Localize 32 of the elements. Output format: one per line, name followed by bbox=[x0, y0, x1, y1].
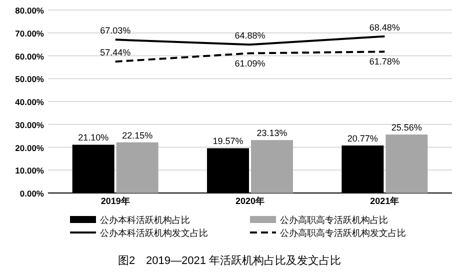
text: 图2 2019—2021 年活跃机构占比及发文占比 bbox=[118, 254, 342, 267]
data-label: 23.13% bbox=[256, 128, 288, 138]
y-tick-label: 30.00% bbox=[15, 120, 44, 130]
data-label: 64.88% bbox=[234, 30, 266, 41]
data-label: 20.77% bbox=[347, 133, 378, 144]
y-tick-label: 70.00% bbox=[15, 28, 44, 38]
y-tick-label: 80.00% bbox=[15, 6, 44, 16]
data-label: 25.56% bbox=[391, 122, 422, 133]
y-tick-label: 10.00% bbox=[15, 166, 44, 176]
bar bbox=[251, 140, 293, 193]
x-tick-label: 2019年 bbox=[100, 196, 130, 206]
y-tick-label: 60.00% bbox=[15, 51, 44, 62]
data-label: 57.44% bbox=[100, 48, 131, 58]
x-tick-label: 2021年 bbox=[370, 196, 400, 206]
bar bbox=[386, 134, 428, 193]
x-tick-label: 2020年 bbox=[235, 196, 265, 206]
y-tick-label: 0.00% bbox=[20, 188, 44, 198]
data-label: 21.10% bbox=[78, 132, 109, 143]
bar bbox=[116, 142, 158, 193]
legend-label: 公办本科活跃机构占比 bbox=[100, 215, 190, 225]
y-tick-label: 40.00% bbox=[15, 97, 44, 107]
y-tick-label: 50.00% bbox=[15, 74, 44, 84]
legend-label: 公办高职高专活跃机构占比 bbox=[280, 215, 388, 225]
data-label: 61.78% bbox=[369, 56, 400, 67]
data-label: 61.09% bbox=[234, 58, 266, 68]
data-label: 67.03% bbox=[100, 26, 131, 36]
legend-label: 公办本科活跃机构发文占比 bbox=[100, 228, 208, 238]
legend-label: 公办高职高专活跃机构发文占比 bbox=[280, 228, 406, 238]
data-label: 19.57% bbox=[212, 136, 244, 146]
data-label: 22.15% bbox=[122, 130, 153, 140]
data-label: 68.48% bbox=[369, 22, 400, 32]
y-tick-label: 20.00% bbox=[15, 142, 44, 153]
